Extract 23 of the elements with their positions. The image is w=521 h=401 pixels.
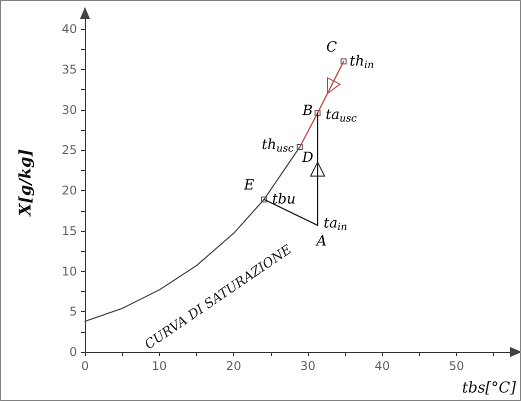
- y-tick-label: 35: [62, 62, 77, 76]
- x-tick-label: 30: [300, 359, 316, 373]
- annotation: tbu: [272, 191, 296, 208]
- y-axis-title: X[g/kg]: [16, 149, 34, 217]
- x-axis-title: tbs[°C]: [462, 378, 516, 396]
- x-tick-label: 20: [226, 359, 242, 373]
- annotation: C: [326, 39, 338, 56]
- annotation: A: [314, 233, 327, 250]
- y-tick-label: 10: [62, 264, 77, 278]
- y-tick-label: 15: [62, 224, 77, 238]
- annotation: B: [301, 103, 313, 120]
- y-tick-label: 0: [69, 345, 77, 359]
- annotation: D: [301, 150, 314, 166]
- x-tick-label: 50: [448, 359, 464, 373]
- y-tick-label: 30: [62, 102, 77, 117]
- x-tick-label: 0: [81, 359, 89, 373]
- annotation: E: [242, 177, 254, 194]
- x-tick-label: 10: [152, 359, 167, 373]
- y-tick-label: 25: [62, 143, 77, 158]
- y-tick-label: 20: [62, 184, 77, 198]
- y-tick-label: 5: [69, 304, 77, 319]
- x-tick-label: 40: [374, 359, 390, 373]
- y-tick-label: 40: [62, 22, 77, 36]
